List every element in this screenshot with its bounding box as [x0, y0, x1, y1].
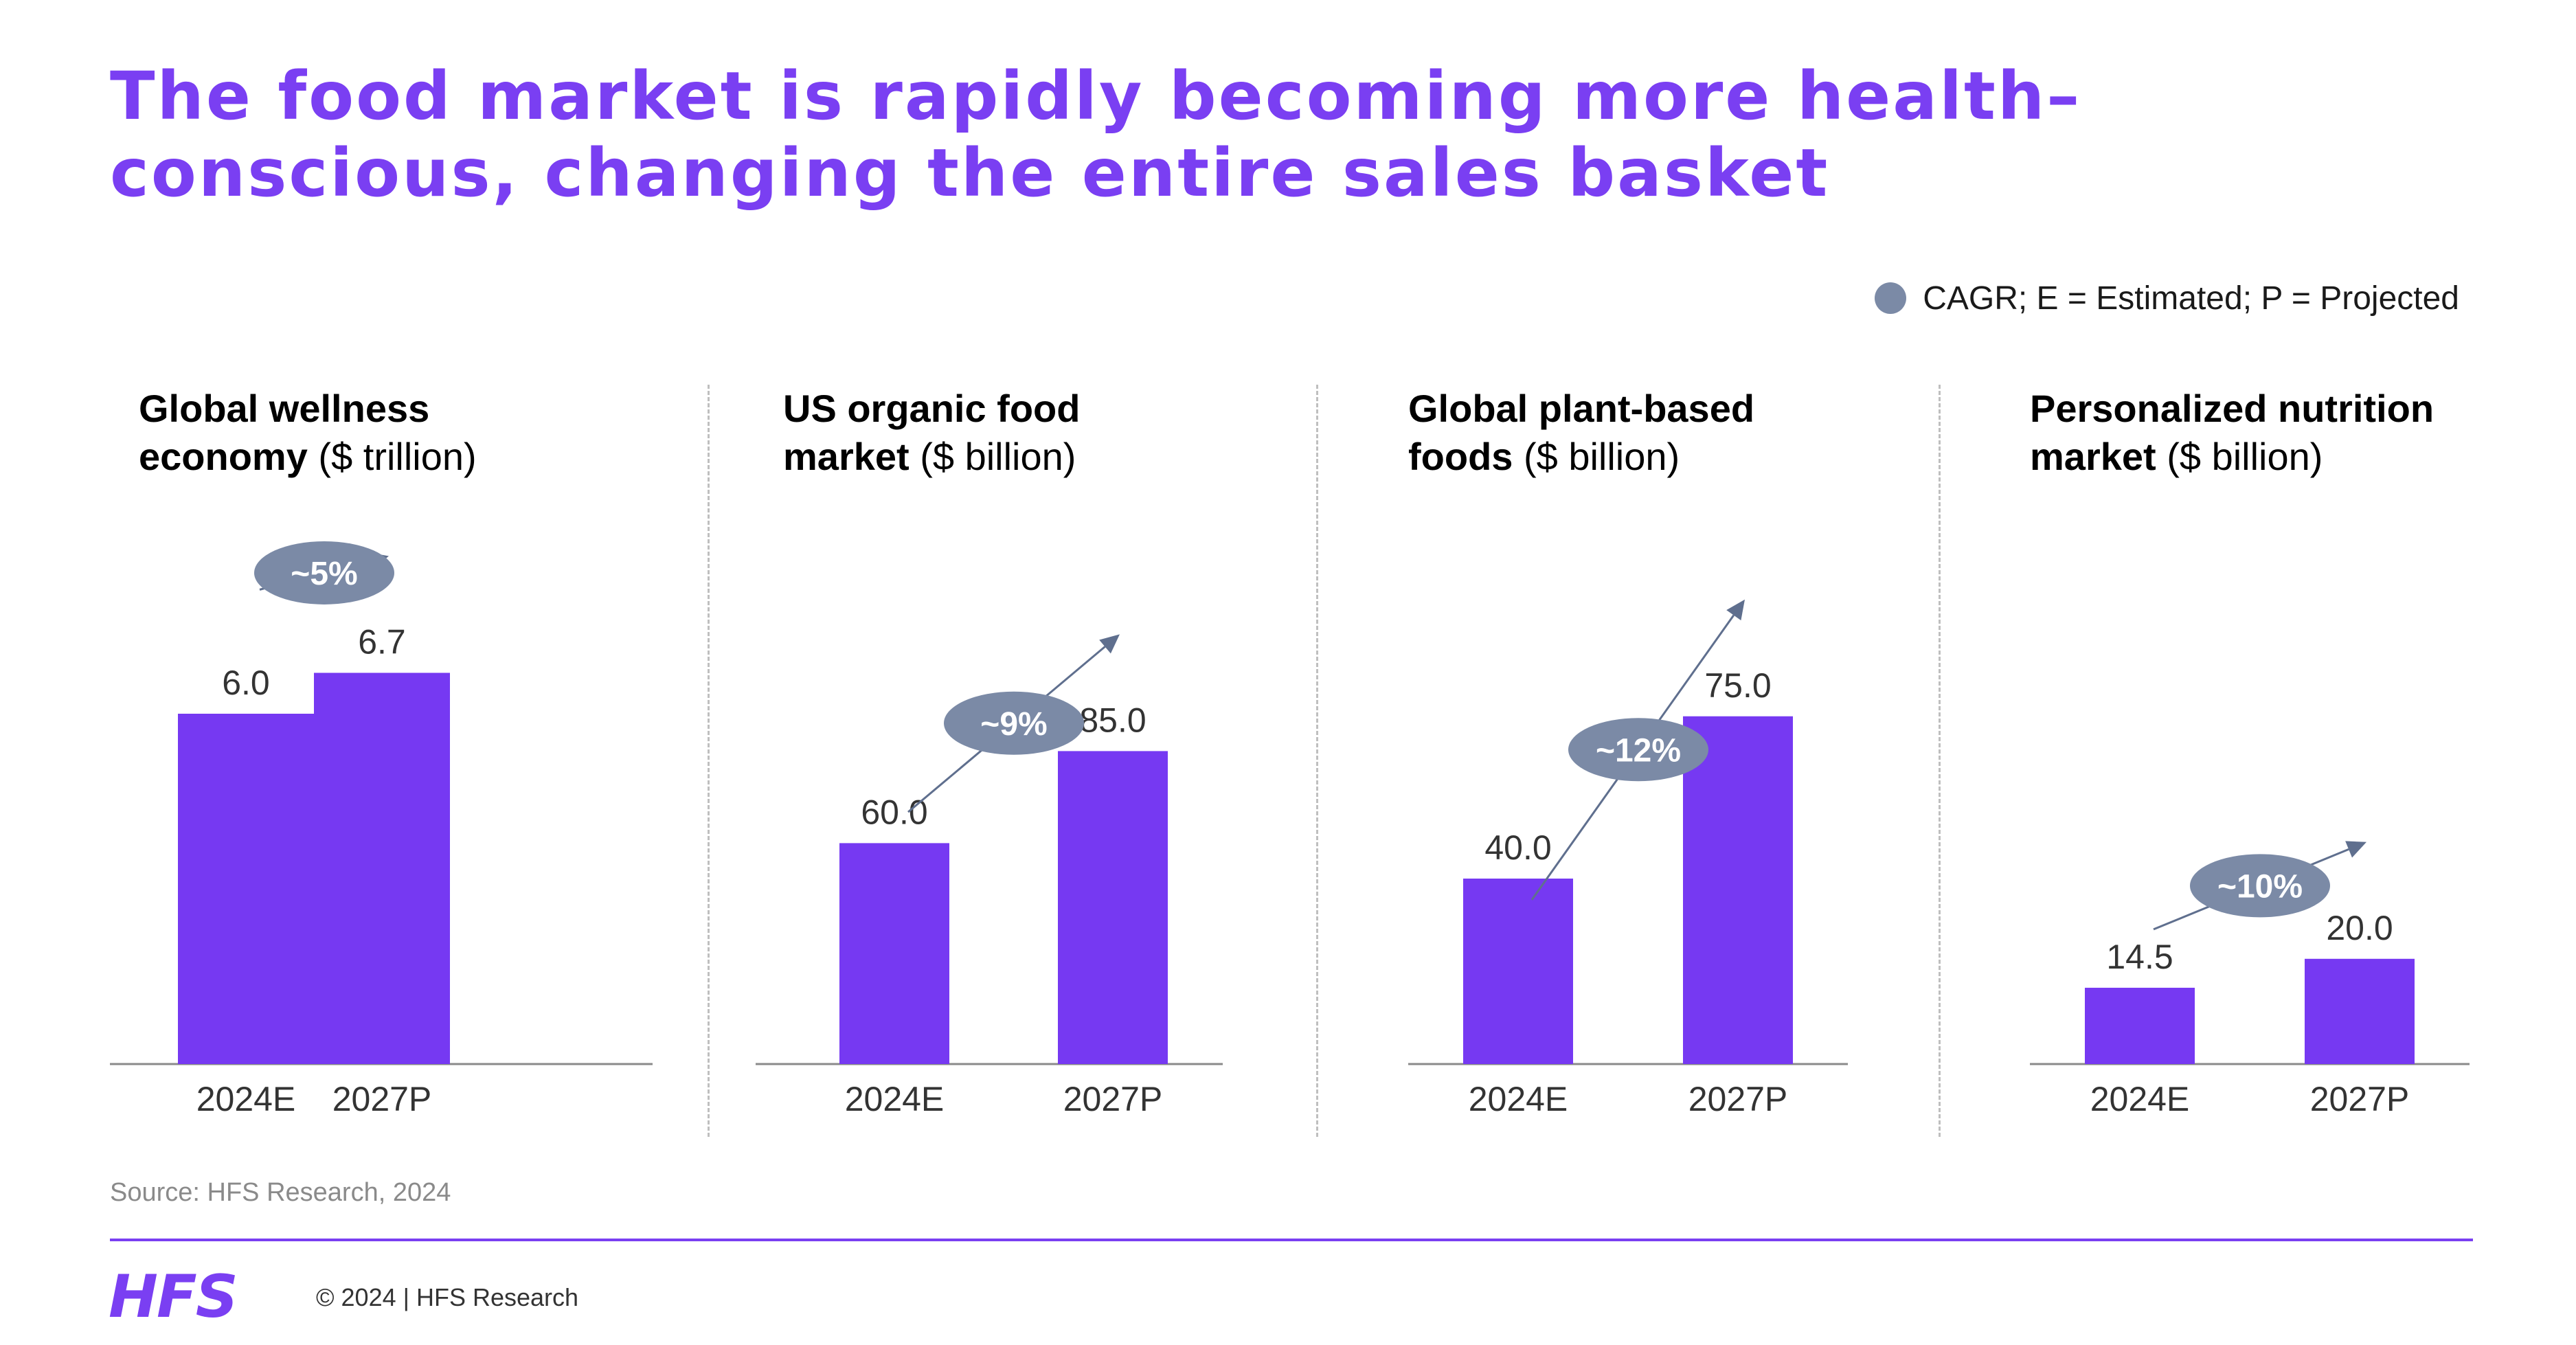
chart-title-unit: ($ billion) — [920, 435, 1076, 478]
x-tick-label: 2027P — [1063, 1080, 1163, 1118]
bar-2024E — [839, 843, 949, 1064]
cagr-badge — [2190, 854, 2330, 918]
chart-svg: 6.0 2024E 6.7 2027P ~5% — [110, 541, 653, 1118]
x-tick-label: 2024E — [845, 1080, 945, 1118]
cagr-label: ~10% — [2217, 868, 2303, 905]
chart-svg: 40.0 2024E 75.0 2027P ~12% — [1408, 599, 1848, 1118]
cagr-label: ~9% — [980, 706, 1047, 743]
legend: CAGR; E = Estimated; P = Projected — [1875, 278, 2459, 319]
chart-title: Personalized nutrition market ($ billion… — [2030, 385, 2497, 481]
x-tick-label: 2027P — [1688, 1080, 1788, 1118]
x-tick-label: 2027P — [332, 1080, 432, 1118]
chart-title-bold: Global wellness economy — [139, 387, 430, 478]
x-tick-label: 2024E — [1469, 1080, 1568, 1118]
bar-2027P — [2305, 958, 2415, 1064]
chart-svg: 60.0 2024E 85.0 2027P ~9% — [756, 634, 1223, 1118]
cagr-arrow-head — [2345, 841, 2366, 858]
bar-2027P — [314, 672, 450, 1064]
panel-divider — [1316, 385, 1318, 1137]
footer-rule — [110, 1239, 2473, 1241]
bar-2024E — [178, 714, 314, 1064]
chart-title: Global plant-based foods ($ billion) — [1408, 385, 1779, 481]
data-label: 75.0 — [1704, 666, 1771, 705]
chart-title-bold: US organic food market — [783, 387, 1081, 478]
chart-panel-organic: US organic food market ($ billion) 60.0 2… — [756, 0, 1291, 1168]
cagr-badge — [944, 691, 1084, 755]
data-label: 85.0 — [1079, 701, 1146, 739]
legend-label: CAGR; E = Estimated; P = Projected — [1923, 280, 2459, 317]
chart-title-unit: ($ trillion) — [318, 435, 477, 478]
cagr-label: ~5% — [291, 556, 357, 592]
x-tick-label: 2024E — [2090, 1080, 2190, 1118]
bar-2024E — [2085, 987, 2195, 1064]
chart-title-unit: ($ billion) — [1523, 435, 1680, 478]
chart-panel-plant-based: Global plant-based foods ($ billion) 40.… — [1408, 0, 1889, 1168]
page-title: The food market is rapidly becoming more… — [110, 58, 2445, 212]
chart-panel-wellness: Global wellness economy ($ trillion) 6.0… — [110, 0, 659, 1168]
chart-title-bold: Global plant-based foods — [1408, 387, 1755, 478]
cagr-arrow-head — [1099, 634, 1120, 654]
source-note: Source: HFS Research, 2024 — [110, 1178, 451, 1207]
hfs-logo: HFS — [109, 1263, 238, 1331]
x-tick-label: 2027P — [2310, 1080, 2410, 1118]
cagr-arrow-head — [1726, 599, 1745, 621]
chart-svg: 14.5 2024E 20.0 2027P ~10% — [2030, 841, 2470, 1118]
bar-2027P — [1683, 716, 1793, 1064]
chart-title-bold: Personalized nutrition market — [2030, 387, 2434, 478]
chart-panel-personalized: Personalized nutrition market ($ billion… — [2030, 0, 2511, 1168]
data-label: 40.0 — [1484, 828, 1551, 867]
chart-title-unit: ($ billion) — [2167, 435, 2323, 478]
title-line-2: conscious, changing the entire sales bas… — [110, 135, 1830, 212]
data-label: 6.0 — [222, 664, 270, 702]
bar-2027P — [1058, 751, 1168, 1064]
x-tick-label: 2024E — [196, 1080, 296, 1118]
data-label: 60.0 — [861, 793, 927, 831]
cagr-badge — [1568, 718, 1708, 782]
data-label: 20.0 — [2326, 909, 2393, 947]
panel-divider — [1939, 385, 1941, 1137]
data-label: 6.7 — [358, 623, 406, 662]
cagr-label: ~12% — [1596, 732, 1681, 769]
cagr-legend-dot — [1875, 282, 1907, 314]
panel-divider — [708, 385, 710, 1137]
cagr-badge — [254, 541, 394, 604]
bar-2024E — [1463, 879, 1573, 1064]
copyright: © 2024 | HFS Research — [316, 1283, 579, 1311]
chart-title: Global wellness economy ($ trillion) — [139, 385, 551, 481]
chart-title: US organic food market ($ billion) — [783, 385, 1113, 481]
data-label: 14.5 — [2106, 938, 2173, 976]
title-line-1: The food market is rapidly becoming more… — [110, 58, 2082, 135]
